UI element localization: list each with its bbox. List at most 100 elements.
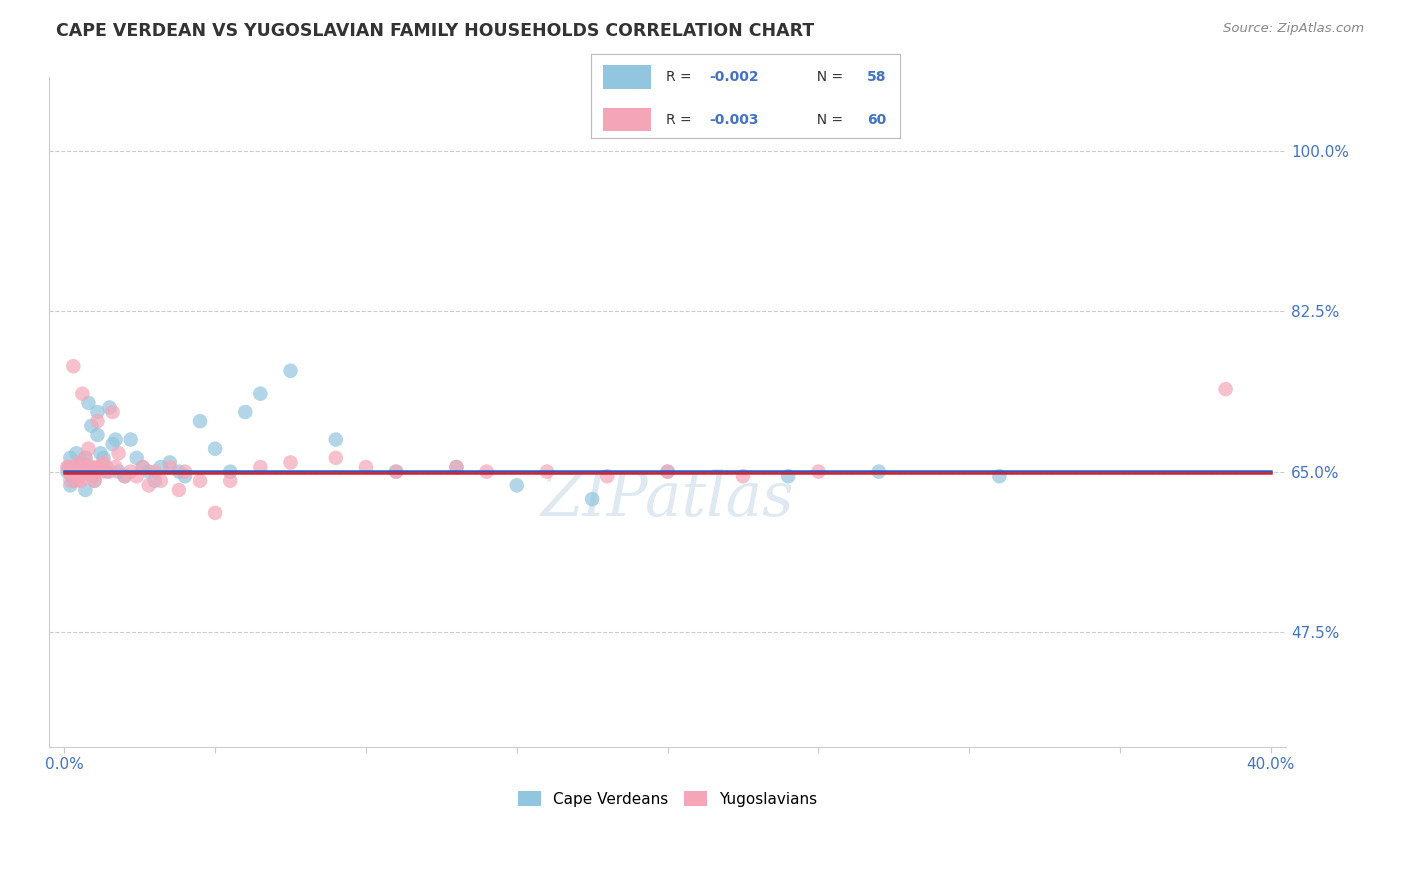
Point xyxy=(89,465,111,479)
Text: 58: 58 xyxy=(868,70,887,84)
Point xyxy=(1215,382,1237,396)
Point xyxy=(59,450,82,465)
FancyBboxPatch shape xyxy=(603,65,651,89)
Point xyxy=(67,465,90,479)
Point xyxy=(219,474,242,488)
Text: -0.003: -0.003 xyxy=(709,112,759,127)
Point xyxy=(280,364,302,378)
Text: 60: 60 xyxy=(868,112,886,127)
Point xyxy=(107,446,129,460)
Point xyxy=(58,460,80,475)
Point xyxy=(125,450,148,465)
Point xyxy=(98,401,121,415)
Point xyxy=(75,483,97,497)
Point xyxy=(96,460,118,475)
Point xyxy=(93,455,115,469)
Point xyxy=(807,465,830,479)
Point xyxy=(149,460,172,475)
Point xyxy=(446,460,468,475)
Point xyxy=(80,418,103,433)
Point xyxy=(114,469,136,483)
Point xyxy=(233,405,256,419)
Point xyxy=(167,465,190,479)
Point xyxy=(868,465,890,479)
Point xyxy=(70,460,93,475)
Point xyxy=(82,469,104,483)
Point xyxy=(325,450,347,465)
Point xyxy=(83,474,105,488)
Point xyxy=(125,469,148,483)
Point xyxy=(79,460,101,475)
Point xyxy=(657,465,679,479)
Point xyxy=(98,465,121,479)
Point xyxy=(59,465,82,479)
Point xyxy=(143,465,166,479)
Point xyxy=(76,465,98,479)
Point xyxy=(83,465,105,479)
Point xyxy=(104,460,127,475)
Point xyxy=(84,465,107,479)
Point xyxy=(219,465,242,479)
Point xyxy=(120,433,142,447)
Point xyxy=(596,469,619,483)
Point xyxy=(65,460,87,475)
Point xyxy=(325,433,347,447)
Text: R =: R = xyxy=(666,70,696,84)
Point xyxy=(132,460,155,475)
Point xyxy=(204,506,226,520)
Point xyxy=(56,465,79,479)
Point xyxy=(72,455,94,469)
Point xyxy=(385,465,408,479)
Point xyxy=(83,465,105,479)
Point xyxy=(159,455,181,469)
Point xyxy=(63,465,86,479)
Point xyxy=(731,469,754,483)
Text: N =: N = xyxy=(808,112,848,127)
Point xyxy=(204,442,226,456)
Point xyxy=(75,465,97,479)
Point xyxy=(96,465,118,479)
Point xyxy=(59,474,82,488)
Point xyxy=(56,460,79,475)
Point xyxy=(104,433,127,447)
Point xyxy=(354,460,377,475)
Point xyxy=(73,460,96,475)
Point xyxy=(132,460,155,475)
Point xyxy=(59,478,82,492)
Point xyxy=(385,465,408,479)
Point xyxy=(174,465,197,479)
Point xyxy=(86,428,108,442)
Point xyxy=(76,465,98,479)
Point xyxy=(138,478,160,492)
Point xyxy=(114,469,136,483)
Text: R =: R = xyxy=(666,112,696,127)
Point xyxy=(58,460,80,475)
Point xyxy=(62,359,84,374)
Point xyxy=(120,465,142,479)
Legend: Cape Verdeans, Yugoslavians: Cape Verdeans, Yugoslavians xyxy=(512,784,823,813)
Point xyxy=(93,450,115,465)
Text: N =: N = xyxy=(808,70,848,84)
Text: -0.002: -0.002 xyxy=(709,70,759,84)
Point xyxy=(65,460,87,475)
Point xyxy=(65,446,87,460)
FancyBboxPatch shape xyxy=(603,108,651,131)
Point xyxy=(60,465,83,479)
Point xyxy=(988,469,1011,483)
Point xyxy=(83,474,105,488)
Point xyxy=(89,446,111,460)
Point xyxy=(107,465,129,479)
Point xyxy=(80,460,103,475)
Point xyxy=(75,450,97,465)
Text: Source: ZipAtlas.com: Source: ZipAtlas.com xyxy=(1223,22,1364,36)
Point xyxy=(62,474,84,488)
Point xyxy=(75,450,97,465)
Point xyxy=(249,460,271,475)
Text: CAPE VERDEAN VS YUGOSLAVIAN FAMILY HOUSEHOLDS CORRELATION CHART: CAPE VERDEAN VS YUGOSLAVIAN FAMILY HOUSE… xyxy=(56,22,814,40)
Point xyxy=(77,442,100,456)
Point xyxy=(67,460,90,475)
Point xyxy=(66,469,89,483)
Point xyxy=(657,465,679,479)
Point xyxy=(143,474,166,488)
Point xyxy=(62,465,84,479)
